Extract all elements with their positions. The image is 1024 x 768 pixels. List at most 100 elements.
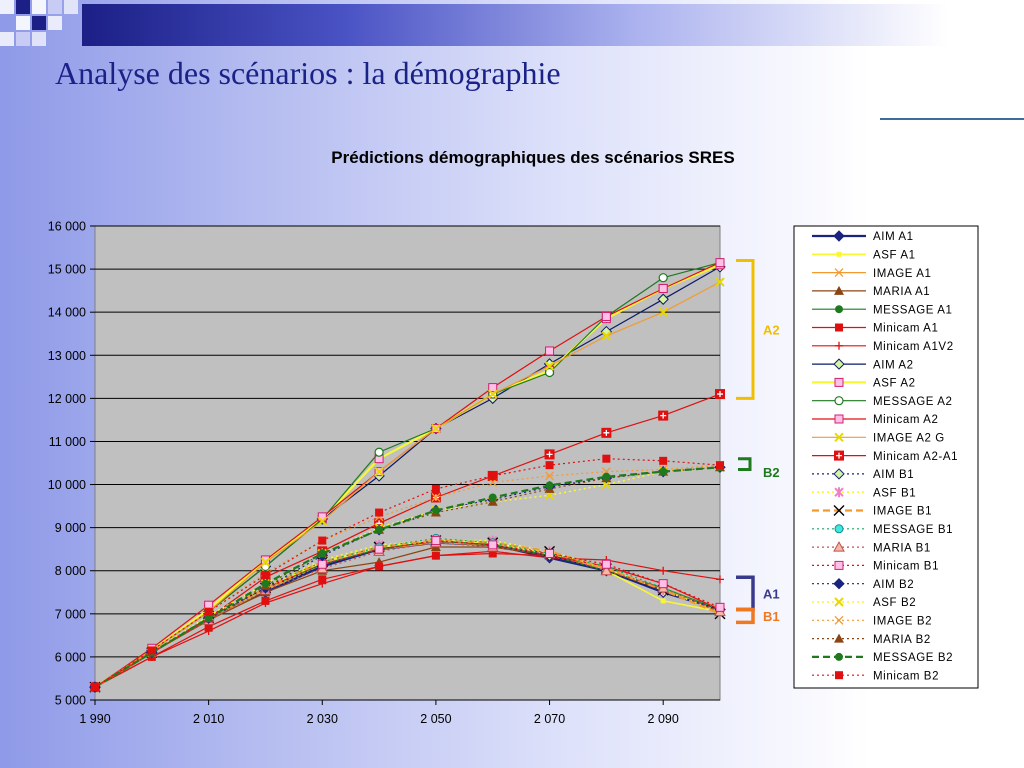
header-gradient-bar: [82, 4, 1024, 46]
legend-label: Minicam B2: [873, 670, 939, 682]
legend-item-maria-b1: MARIA B1: [812, 541, 930, 554]
y-tick-label: 5 000: [55, 694, 86, 708]
bracket-b1: B1: [736, 607, 780, 625]
legend-item-image-b2: IMAGE B2: [812, 616, 932, 628]
title-underline: [880, 118, 1024, 120]
data-point: [261, 571, 270, 580]
legend-item-image-a2-g: IMAGE A2 G: [812, 433, 944, 445]
y-axis-ticks: 5 000 6 000 7 000 8 000 9 000 10 000 11 000 12 …: [48, 220, 95, 708]
series-line: [94, 466, 721, 689]
data-point: [602, 454, 611, 463]
data-point: [375, 508, 384, 517]
data-point: [317, 559, 327, 569]
legend-label: IMAGE A1: [873, 268, 932, 280]
bracket-shape: [738, 457, 752, 471]
data-point: [488, 493, 497, 502]
legend-swatch-marker: [834, 615, 844, 625]
data-point: [544, 361, 555, 371]
data-point: [544, 367, 555, 378]
legend-item-message-b2: MESSAGE B2: [812, 652, 953, 664]
data-point: [658, 273, 668, 283]
bracket-label: A1: [763, 586, 780, 601]
legend-swatch-marker: [834, 377, 844, 387]
data-point: [375, 562, 384, 571]
legend-item-minicam-a1: Minicam A1: [812, 323, 938, 335]
legend-label: Minicam A2-A1: [873, 451, 958, 463]
y-tick-label: 11 000: [49, 435, 86, 449]
legend-swatch-marker: [834, 285, 844, 295]
legend-item-message-a1: MESSAGE A1: [812, 304, 953, 316]
data-point: [260, 557, 271, 567]
data-point: [318, 575, 327, 584]
data-point: [659, 467, 668, 476]
legend-swatch-marker: [833, 505, 845, 516]
legend-swatch-marker: [834, 633, 844, 643]
data-point: [602, 472, 611, 481]
legend-swatch-marker: [833, 358, 845, 370]
bracket-shape: [736, 258, 755, 400]
y-tick-label: 12 000: [48, 392, 86, 406]
legend-swatch-marker: [835, 671, 843, 680]
series-layer: [89, 258, 726, 693]
scenario-brackets: A2 B2 A1 B1: [736, 258, 780, 625]
y-tick-label: 9 000: [55, 521, 86, 535]
data-point: [431, 506, 440, 515]
legend-label: MARIA A1: [873, 286, 930, 298]
legend-swatch-marker: [833, 468, 845, 480]
data-point: [318, 579, 327, 588]
legend-item-asf-b2: ASF B2: [812, 597, 916, 609]
x-tick-label: 2 010: [193, 712, 224, 726]
legend-item-minicam-a2: Minicam A2: [812, 414, 938, 426]
data-point: [431, 423, 441, 434]
legend-item-asf-a2: ASF A2: [812, 377, 915, 390]
legend-label: MESSAGE A1: [873, 304, 953, 316]
series-line: [94, 550, 721, 688]
y-tick-label: 6 000: [55, 650, 86, 664]
legend-label: AIM B2: [873, 579, 914, 591]
data-point: [488, 471, 497, 480]
data-point: [488, 389, 498, 399]
data-point: [716, 575, 724, 584]
legend-swatch-marker: [835, 341, 843, 350]
legend-box: [793, 225, 979, 689]
legend-label: ASF B1: [873, 487, 916, 499]
legend-label: IMAGE B2: [873, 616, 932, 628]
data-point: [715, 389, 725, 400]
data-point: [431, 551, 440, 560]
legend-swatch-marker: [834, 487, 844, 498]
series-minicam-b2: [91, 454, 724, 692]
legend-item-minicam-b1: Minicam B1: [812, 561, 938, 573]
data-point: [601, 311, 611, 321]
corner-squares-decoration: [0, 0, 78, 46]
legend-label: AIM A1: [873, 231, 914, 243]
bracket-a2: A2: [736, 258, 780, 400]
legend-item-aim-b1: AIM B1: [812, 468, 914, 481]
legend-label: AIM B1: [873, 469, 914, 481]
data-point: [544, 449, 555, 460]
bracket-a1: A1: [736, 575, 780, 612]
legend-item-maria-b2: MARIA B2: [812, 633, 930, 646]
x-axis-ticks: 1 990 2 010 2 030 2 050 2 070 2 090: [79, 699, 720, 726]
legend-swatch-marker: [835, 305, 843, 314]
data-point: [431, 536, 441, 546]
legend-label: Minicam A2: [873, 414, 938, 426]
x-tick-label: 2 070: [534, 712, 565, 726]
y-tick-label: 16 000: [48, 220, 86, 234]
data-point: [658, 579, 668, 589]
legend-swatch-marker: [836, 251, 842, 257]
y-tick-label: 7 000: [55, 607, 86, 621]
legend-label: MESSAGE B2: [873, 652, 953, 664]
legend-label: MESSAGE A2: [873, 396, 953, 408]
legend-label: ASF B2: [873, 597, 916, 609]
data-point: [657, 293, 669, 305]
legend-item-message-a2: MESSAGE A2: [812, 396, 953, 408]
y-tick-label: 10 000: [48, 478, 86, 492]
legend-item-image-b1: IMAGE B1: [812, 505, 932, 518]
data-point: [488, 383, 498, 393]
y-tick-label: 15 000: [48, 263, 86, 277]
data-point: [545, 548, 555, 558]
legend-item-minicam-b2: Minicam B2: [812, 670, 939, 682]
bracket-label: B2: [763, 465, 780, 480]
data-point: [545, 481, 554, 490]
data-point: [600, 564, 613, 576]
